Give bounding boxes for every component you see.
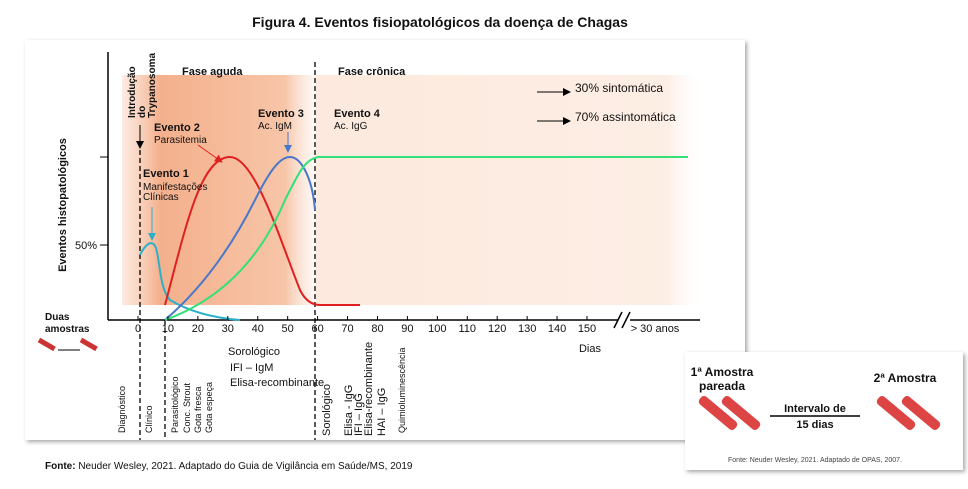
- x-tick-label: 150: [578, 323, 596, 335]
- intro: Trypanosoma: [147, 53, 158, 118]
- bottom-label: Gota espeça: [204, 382, 214, 433]
- y-label: Eventos histopatológicos: [57, 138, 69, 272]
- curve-parasitemia: [164, 155, 360, 306]
- event-text: Ac. IgG: [334, 121, 368, 132]
- x-tick-label: 50: [282, 323, 294, 335]
- event-text: Parasitemia: [154, 135, 207, 146]
- inset-first: pareada: [699, 379, 745, 393]
- test: Elisa-recombinante: [230, 377, 324, 389]
- x-label: Dias: [579, 343, 602, 355]
- x-tick-label: 40: [252, 323, 264, 335]
- chronic-shade: [316, 75, 706, 305]
- event-title: Evento 2: [154, 122, 200, 134]
- x-tick-label: 140: [548, 323, 566, 335]
- curve-clinical: [139, 242, 241, 321]
- x-tick-label: 30: [222, 323, 234, 335]
- x-tick-label: 80: [371, 323, 383, 335]
- test: Sorológico: [228, 346, 280, 358]
- bottom-label: Sorológico: [321, 384, 333, 436]
- footer-bold: Fonte:: [45, 461, 76, 472]
- curve-igg: [164, 156, 688, 321]
- bottom-label: Diagnóstico: [117, 386, 127, 433]
- bottom-label: Elisa-recombinante: [363, 342, 375, 436]
- bottom-label: HAI – IgG: [376, 388, 388, 436]
- interval: 15 dias: [796, 419, 833, 431]
- inset-second: 2ª Amostra: [874, 371, 937, 385]
- phase: Fase crônica: [338, 66, 406, 78]
- bottom-label: Quimioluminescência: [397, 347, 407, 433]
- x-tick-label: 10: [162, 323, 174, 335]
- bottom-labels: Diagnóstico Clínico Parasitológico Conc. St…: [117, 342, 407, 436]
- x-tick-label: 110: [458, 323, 476, 335]
- x-tick-label: 0: [135, 323, 141, 335]
- x-tick-label: 70: [341, 323, 353, 335]
- bottom-label: Clínico: [144, 405, 154, 433]
- tubes-icon: [37, 337, 98, 352]
- x-tick-label: 120: [488, 323, 506, 335]
- axis-break: [613, 311, 631, 329]
- event-text: Clínicas: [143, 192, 179, 203]
- event-title: Evento 3: [258, 108, 304, 120]
- bottom-label: Elisa - IgG: [343, 385, 355, 436]
- test: IFI – IgM: [230, 362, 273, 374]
- samples: amostras: [45, 324, 90, 335]
- x-far: > 30 anos: [631, 323, 680, 335]
- bottom-label: IFI – IgG: [353, 393, 365, 436]
- interval: Intervalo de: [784, 403, 846, 415]
- event-title: Evento 1: [143, 168, 189, 180]
- intro: do: [137, 106, 148, 118]
- bottom-label: Parasitológico: [170, 376, 180, 433]
- y-mark: 50%: [75, 240, 97, 252]
- bottom-label: Conc. Strout: [182, 382, 192, 433]
- footer-text: Neuder Wesley, 2021. Adaptado do Guia de…: [76, 461, 413, 472]
- title: Figura 4. Eventos fisiopatológicos da do…: [252, 14, 628, 30]
- outcome: 30% sintomática: [575, 81, 663, 95]
- bottom-label: Gota fresca: [193, 386, 203, 433]
- arrow: [197, 144, 223, 163]
- samples: Duas: [45, 312, 70, 323]
- x-tick-label: 90: [401, 323, 413, 335]
- dashes: [139, 62, 316, 440]
- x-tick-label: 100: [428, 323, 446, 335]
- x-tick-label: 20: [192, 323, 204, 335]
- x-ticks: 0 10 20 30 40 50 60 70 80 90 100 110 120 130 140 150: [135, 316, 596, 335]
- inset-source: Fonte: Neuder Wesley, 2021. Adaptado de …: [728, 457, 902, 464]
- inset-first: 1ª Amostra: [691, 365, 754, 379]
- footer: Fonte: Neuder Wesley, 2021. Adaptado do …: [45, 461, 413, 472]
- x-tick-label: 130: [518, 323, 536, 335]
- phase: Fase aguda: [182, 66, 243, 78]
- outcome: 70% assintomática: [575, 110, 676, 124]
- acute-shade: [122, 75, 314, 305]
- x-tick-label: 60: [311, 323, 323, 335]
- intro: Introdução: [127, 66, 138, 118]
- event-text: Manifestações: [143, 182, 207, 193]
- inset-tubes: [698, 396, 941, 430]
- event-text: Ac. IgM: [258, 121, 292, 132]
- event-title: Evento 4: [334, 108, 381, 120]
